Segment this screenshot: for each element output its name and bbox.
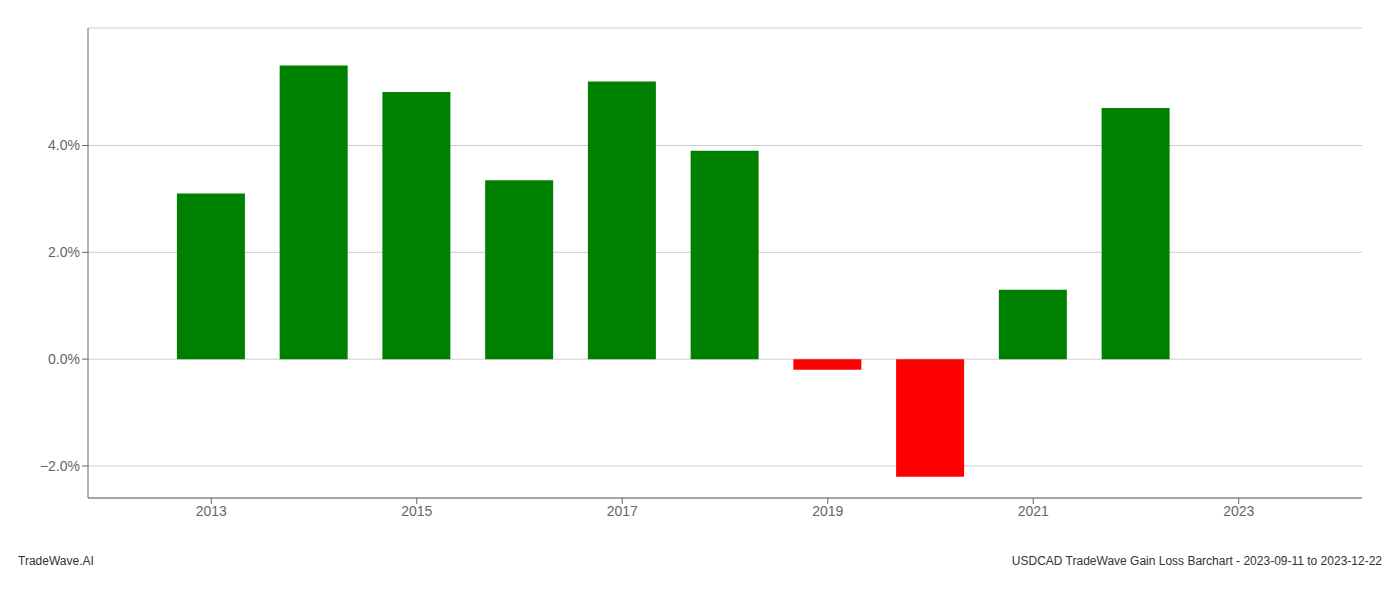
svg-text:2019: 2019 (812, 503, 843, 519)
svg-text:2015: 2015 (401, 503, 432, 519)
svg-text:0.0%: 0.0% (48, 351, 80, 367)
svg-text:2013: 2013 (196, 503, 227, 519)
svg-text:4.0%: 4.0% (48, 137, 80, 153)
html-text:TradeWave.AI: TradeWave.AI (18, 554, 94, 568)
svg-text:−2.0%: −2.0% (40, 458, 80, 474)
html-text:USDCAD TradeWave Gain Loss Bar: USDCAD TradeWave Gain Loss Barchart - 20… (1011, 554, 1382, 568)
svg-text:2021: 2021 (1018, 503, 1049, 519)
svg-text:2.0%: 2.0% (48, 244, 80, 260)
svg-text:2017: 2017 (607, 503, 638, 519)
svg-text:2023: 2023 (1223, 503, 1254, 519)
